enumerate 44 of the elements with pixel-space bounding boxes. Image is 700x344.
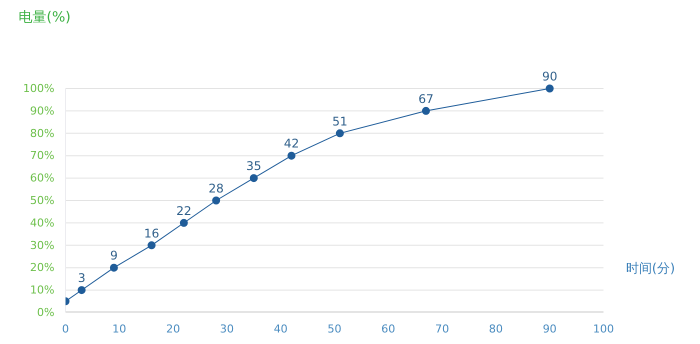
x-tick-label: 40 bbox=[274, 322, 288, 336]
annotation: 3 bbox=[78, 271, 86, 286]
x-tick-label: 20 bbox=[166, 322, 180, 336]
annotation: 9 bbox=[110, 248, 118, 263]
y-tick-label: 20% bbox=[30, 261, 55, 274]
x-tick-label: 30 bbox=[220, 322, 234, 336]
annotation: 42 bbox=[284, 136, 300, 151]
y-tick-label: 100% bbox=[23, 82, 55, 95]
annotation: 67 bbox=[418, 92, 434, 106]
y-tick-label: 30% bbox=[30, 238, 55, 252]
x-tick-label: 80 bbox=[488, 322, 503, 336]
point bbox=[180, 218, 188, 227]
point bbox=[148, 241, 156, 250]
x-tick-label: 10 bbox=[112, 322, 126, 336]
point bbox=[546, 84, 554, 92]
annotation: 28 bbox=[208, 182, 224, 196]
x-tick-label: 70 bbox=[435, 322, 450, 336]
point bbox=[250, 174, 258, 182]
x-tick-label: 50 bbox=[328, 322, 342, 336]
y-tick-label: 90% bbox=[30, 104, 55, 118]
annotation: 51 bbox=[332, 114, 348, 128]
x-axis-title: 时间(分) bbox=[626, 262, 676, 276]
annotation: 22 bbox=[176, 204, 192, 218]
y-axis-title: 电量(%) bbox=[18, 10, 71, 26]
annotation: 35 bbox=[246, 159, 262, 174]
point bbox=[336, 129, 344, 138]
point bbox=[78, 286, 86, 294]
point bbox=[422, 106, 430, 115]
point bbox=[110, 264, 118, 272]
x-tick-label: 100 bbox=[593, 322, 614, 336]
y-tick-label: 40% bbox=[30, 216, 55, 230]
point bbox=[212, 196, 220, 204]
annotation: 16 bbox=[144, 226, 160, 240]
y-tick-label: 0% bbox=[37, 306, 54, 319]
x-tick-label: 90 bbox=[542, 322, 557, 336]
annotation: 90 bbox=[542, 70, 558, 84]
y-tick-label: 80% bbox=[30, 126, 55, 140]
y-tick-label: 70% bbox=[30, 149, 55, 162]
x-tick-label: 60 bbox=[381, 322, 396, 336]
x-tick-label: 0 bbox=[62, 322, 69, 336]
y-tick-label: 10% bbox=[30, 284, 55, 297]
point bbox=[287, 152, 296, 160]
y-tick-label: 60% bbox=[30, 172, 55, 185]
y-tick-label: 50% bbox=[30, 194, 55, 207]
